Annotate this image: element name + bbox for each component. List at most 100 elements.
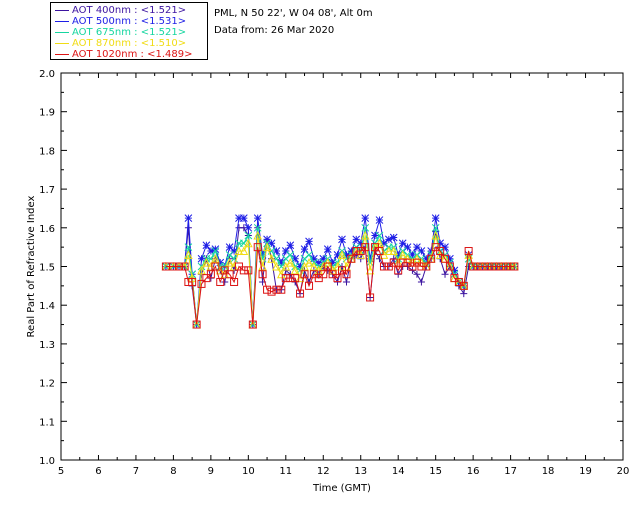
data-point (197, 254, 206, 263)
data-point (342, 270, 351, 279)
data-point (197, 279, 206, 288)
x-tick-label: 9 (208, 466, 214, 477)
data-point (253, 223, 262, 232)
data-point (216, 258, 225, 267)
data-point (305, 251, 313, 259)
data-point (365, 265, 375, 275)
data-point (244, 238, 253, 248)
data-point (248, 320, 257, 329)
data-point (389, 246, 399, 256)
data-point (230, 277, 239, 286)
data-point (263, 285, 272, 294)
data-point (239, 214, 248, 222)
data-point (394, 251, 403, 259)
data-point (272, 285, 281, 294)
site-info: PML, N 50 22', W 04 08', Alt 0m (214, 8, 373, 19)
legend-label: AOT 870nm : <1.510> (72, 38, 187, 49)
data-point (286, 274, 295, 283)
data-point (244, 231, 253, 240)
data-point (356, 239, 365, 248)
data-point (445, 262, 454, 271)
legend-swatch (55, 20, 69, 22)
data-point (422, 254, 431, 263)
data-point (460, 290, 468, 298)
data-point (379, 262, 388, 271)
data-point (309, 261, 319, 271)
data-point (389, 258, 398, 267)
series-group (161, 214, 519, 329)
x-tick-label: 18 (542, 466, 555, 477)
data-point (328, 258, 337, 267)
data-point (253, 214, 262, 222)
data-point (277, 285, 286, 294)
data-point (427, 254, 436, 263)
legend-label: AOT 1020nm : <1.489> (72, 49, 193, 60)
data-point (263, 235, 271, 244)
data-point (352, 247, 361, 256)
data-point (207, 254, 215, 263)
data-point (384, 235, 393, 244)
data-point (305, 237, 313, 246)
data-point (225, 258, 234, 267)
data-point (371, 231, 379, 240)
x-tick-label: 8 (170, 466, 176, 477)
x-tick-label: 11 (279, 466, 292, 477)
data-point (375, 216, 384, 224)
data-point (272, 247, 281, 255)
axes: 5 6 7 8 9 10 11 12 13 14 15 16 17 18 19 20 1.0 1.1 1.2 1.3 1… (39, 69, 629, 477)
data-point (244, 223, 253, 232)
data-point (413, 270, 421, 278)
y-tick-label: 1.7 (39, 185, 55, 196)
y-tick-label: 2.0 (39, 69, 55, 80)
data-point (272, 261, 281, 271)
data-point (235, 214, 243, 222)
x-tick-label: 17 (504, 466, 517, 477)
data-point (431, 230, 440, 240)
y-tick-label: 1.1 (39, 417, 55, 428)
data-point (175, 262, 184, 271)
data-point (300, 270, 309, 279)
y-tick-label: 1.5 (39, 263, 55, 274)
x-axis-label: Time (GMT) (312, 483, 371, 494)
data-point (384, 246, 394, 256)
x-tick-label: 6 (95, 466, 101, 477)
data-point (211, 262, 220, 271)
data-point (211, 247, 220, 255)
data-point (360, 230, 370, 240)
data-point (431, 223, 440, 232)
data-point (285, 258, 295, 267)
data-point (394, 266, 403, 275)
data-point (323, 245, 332, 253)
data-point (267, 287, 276, 296)
y-tick-label: 1.9 (39, 108, 55, 119)
data-point (225, 270, 234, 279)
x-tick-label: 19 (579, 466, 592, 477)
data-point (389, 233, 398, 242)
data-point (417, 278, 425, 286)
legend-label: AOT 675nm : <1.521> (72, 27, 187, 38)
data-point (286, 251, 295, 259)
legend: AOT 400nm : <1.521> AOT 500nm : <1.531> … (50, 2, 208, 60)
data-point (180, 262, 189, 271)
y-tick-label: 1.0 (39, 456, 55, 467)
y-tick-label: 1.2 (39, 379, 55, 390)
data-point (436, 247, 445, 256)
data-point (281, 247, 290, 255)
data-point (310, 254, 318, 263)
data-point (169, 262, 178, 271)
data-point (431, 214, 440, 222)
data-point (487, 262, 496, 271)
data-point (502, 262, 511, 271)
data-point (492, 262, 501, 271)
data-point (202, 241, 211, 250)
data-point (337, 250, 347, 259)
data-point (398, 258, 407, 267)
data-point (459, 281, 468, 290)
legend-entry-500nm: AOT 500nm : <1.531> (55, 16, 186, 27)
data-point (342, 251, 351, 259)
data-point (304, 258, 314, 267)
data-point (403, 243, 412, 252)
data-point (239, 266, 248, 275)
data-point (197, 265, 206, 275)
data-point (347, 247, 356, 255)
